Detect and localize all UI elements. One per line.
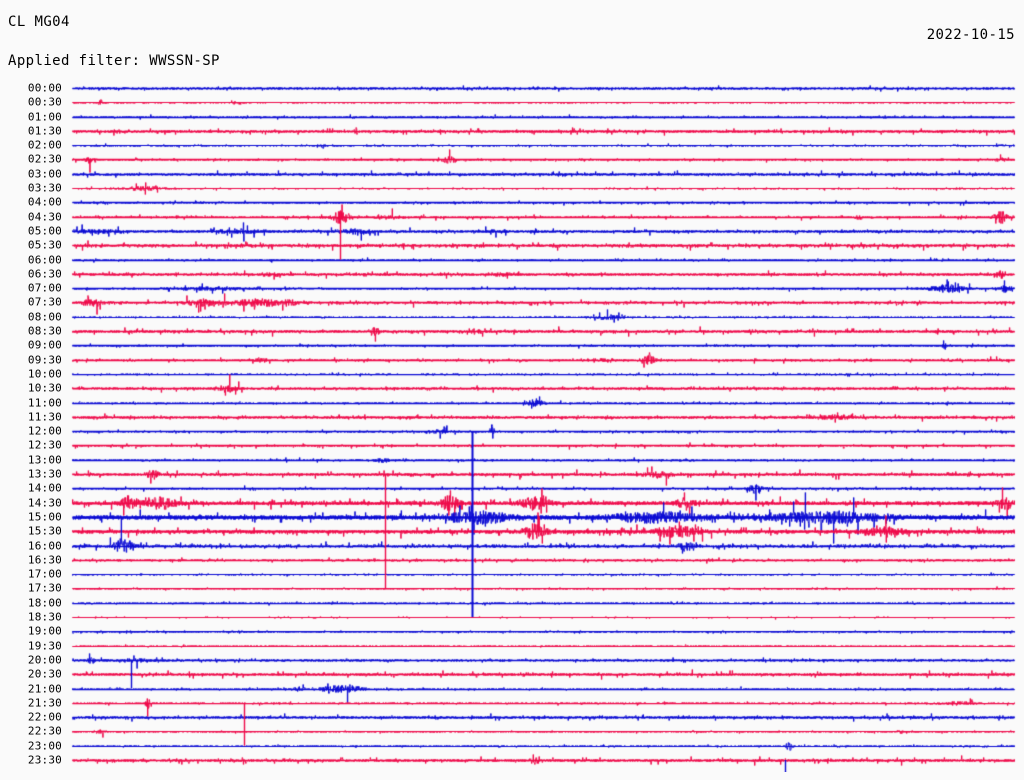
station-title: CL MG04 bbox=[8, 14, 70, 30]
helicorder-plot: 00:00 00:30 01:00 01:30 02:00 02:30 03:00 03:30… bbox=[0, 80, 1024, 772]
applied-filter-label: Applied filter: WWSSN-SP bbox=[8, 53, 220, 69]
seismogram-canvas bbox=[0, 80, 1024, 772]
date-label: 2022-10-15 bbox=[926, 27, 1015, 43]
